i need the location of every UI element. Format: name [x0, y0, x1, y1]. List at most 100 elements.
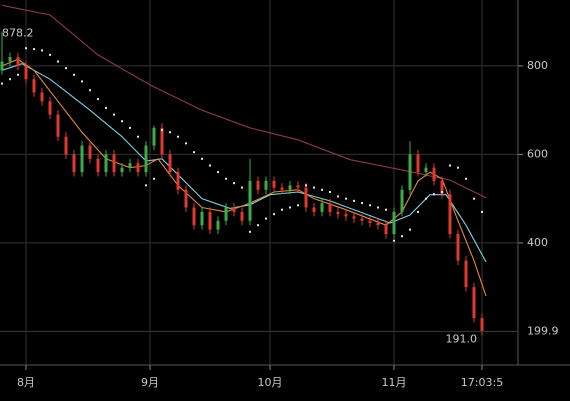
- sar-dot: [257, 224, 259, 227]
- sar-dot: [273, 213, 275, 216]
- candle-body: [320, 203, 324, 212]
- sar-dot: [393, 239, 395, 242]
- candle-body: [224, 207, 228, 221]
- sar-dot: [185, 142, 187, 145]
- sar-dot: [129, 126, 131, 129]
- sar-dot: [249, 230, 251, 233]
- sar-dot: [153, 177, 155, 180]
- candle-body: [312, 207, 316, 212]
- candle-body: [384, 225, 388, 235]
- x-tick-label: 17:03:5: [461, 376, 503, 389]
- candle-body: [192, 207, 196, 226]
- sar-dot: [425, 197, 427, 200]
- sar-dot: [193, 151, 195, 154]
- sar-dot: [385, 208, 387, 211]
- sar-dot: [281, 208, 283, 211]
- candle-body: [216, 220, 220, 230]
- sar-dot: [209, 164, 211, 167]
- last-price-label: 199.9: [527, 324, 559, 337]
- candle-body: [256, 180, 260, 190]
- sar-dot: [41, 49, 43, 52]
- sar-dot: [161, 129, 163, 132]
- candle-body: [72, 154, 76, 173]
- x-tick-label: 9月: [141, 376, 159, 389]
- sar-dot: [217, 171, 219, 174]
- candle-body: [16, 57, 20, 66]
- candle-body: [352, 216, 356, 219]
- candle-body: [80, 145, 84, 173]
- candle-body: [456, 234, 460, 261]
- sar-dot: [289, 206, 291, 209]
- candle-body: [464, 260, 468, 288]
- sar-dot: [409, 228, 411, 231]
- y-tick-label: 400: [527, 236, 548, 249]
- candle-body: [272, 180, 276, 188]
- sar-dot: [57, 60, 59, 63]
- candle-body: [360, 218, 364, 221]
- sar-dot: [481, 210, 483, 213]
- sar-dot: [465, 177, 467, 180]
- sar-dot: [145, 184, 147, 187]
- sar-dot: [321, 188, 323, 191]
- sar-dot: [233, 182, 235, 185]
- candle-body: [248, 180, 252, 221]
- candle-body: [112, 154, 116, 173]
- candle-body: [104, 154, 108, 173]
- candle-body: [32, 79, 36, 93]
- sar-dot: [377, 206, 379, 209]
- sar-dot: [433, 193, 435, 196]
- candle-body: [160, 127, 164, 155]
- candle-body: [368, 220, 372, 223]
- candle-body: [472, 287, 476, 319]
- sar-dot: [417, 210, 419, 213]
- sar-dot: [353, 199, 355, 202]
- moving-average-line: [1, 58, 487, 297]
- sar-dot: [49, 53, 51, 56]
- candle-body: [344, 214, 348, 217]
- candle-body: [128, 163, 132, 168]
- sar-dot: [305, 184, 307, 187]
- candle-body: [400, 189, 404, 212]
- candle-body: [288, 185, 292, 190]
- candle-body: [240, 211, 244, 221]
- sar-dot: [457, 166, 459, 169]
- sar-dot: [17, 73, 19, 76]
- sar-dot: [33, 48, 35, 51]
- candle-body: [208, 211, 212, 230]
- candle-body: [168, 154, 172, 173]
- x-tick-label: 10月: [258, 376, 283, 389]
- sar-dot: [369, 204, 371, 207]
- sar-dot: [345, 197, 347, 200]
- candle-body: [376, 222, 380, 226]
- candle-body: [296, 185, 300, 188]
- sar-dot: [401, 235, 403, 238]
- sar-dot: [329, 191, 331, 194]
- candle-body: [96, 158, 100, 173]
- sar-dot: [225, 177, 227, 180]
- candle-body: [448, 194, 452, 235]
- candle-body: [152, 127, 156, 146]
- candle-body: [8, 57, 12, 62]
- candle-body: [0, 61, 4, 71]
- sar-dot: [313, 186, 315, 189]
- sar-dot: [89, 89, 91, 92]
- min-label: 191.0: [446, 332, 478, 345]
- sar-dot: [361, 202, 363, 205]
- sar-dot: [105, 106, 107, 109]
- candle-body: [64, 136, 68, 155]
- candle-body: [48, 101, 52, 115]
- candle-body: [200, 211, 204, 226]
- y-tick-label: 800: [527, 59, 548, 72]
- candle-body: [120, 167, 124, 173]
- sar-dot: [473, 197, 475, 200]
- candle-body: [304, 187, 308, 208]
- candle-body: [88, 145, 92, 159]
- candle-body: [56, 114, 60, 137]
- candle-body: [480, 318, 484, 332]
- candle-body: [432, 167, 436, 181]
- candle-body: [136, 163, 140, 173]
- candle-body: [264, 180, 268, 190]
- candle-body: [144, 145, 148, 173]
- sar-dot: [337, 195, 339, 198]
